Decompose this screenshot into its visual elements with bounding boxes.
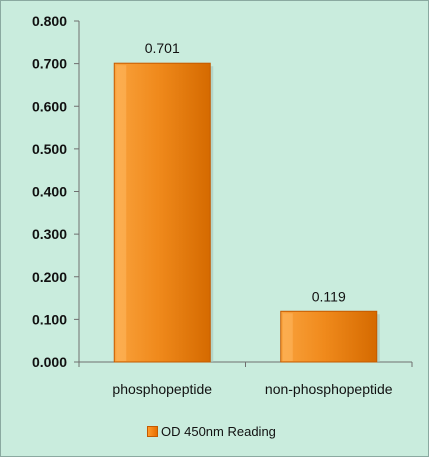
- x-category-label: phosphopeptide: [112, 381, 212, 397]
- y-tick-label: 0.100: [32, 311, 67, 327]
- data-label: 0.119: [312, 288, 346, 304]
- legend-swatch: [147, 426, 158, 437]
- x-category-label: non-phosphopeptide: [265, 381, 393, 397]
- axes: 0.000 0.100 0.200 0.300 0.400 0.500 0.600 0.700…: [32, 13, 413, 370]
- bar-non-phosphopeptide: [280, 310, 378, 363]
- bars: [113, 62, 380, 363]
- bar-highlight: [282, 313, 293, 361]
- labels: 0.701 phosphopeptide 0.119 non-phosphopepti…: [112, 40, 392, 397]
- legend-label: OD 450nm Reading: [161, 424, 276, 439]
- legend: OD 450nm Reading: [147, 424, 276, 439]
- y-tick-label: 0.500: [32, 141, 67, 157]
- bar-highlight: [116, 65, 127, 361]
- y-tick-label: 0.700: [32, 56, 67, 72]
- y-tick-label: 0.000: [32, 354, 67, 370]
- y-tick-label: 0.400: [32, 184, 67, 200]
- bar-phosphopeptide: [113, 62, 211, 363]
- y-tick-label: 0.300: [32, 226, 67, 242]
- y-tick-label: 0.200: [32, 269, 67, 285]
- data-label: 0.701: [145, 40, 180, 56]
- y-tick-label: 0.600: [32, 98, 67, 114]
- y-tick-label: 0.800: [32, 13, 67, 29]
